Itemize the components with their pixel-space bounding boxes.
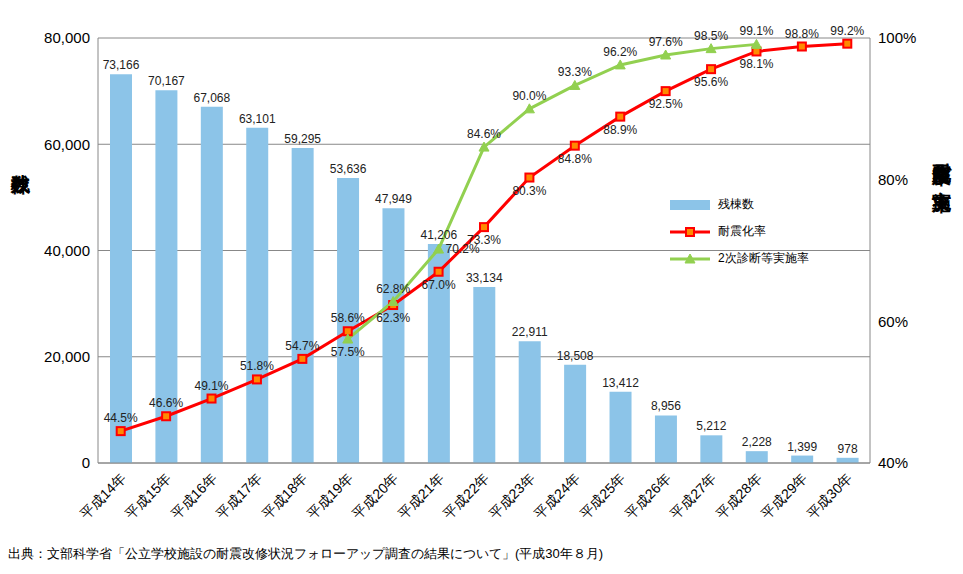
svg-text:51.8%: 51.8% bbox=[240, 359, 274, 373]
svg-text:60,000: 60,000 bbox=[44, 136, 90, 153]
svg-text:8,956: 8,956 bbox=[651, 399, 681, 413]
svg-text:90.0%: 90.0% bbox=[512, 89, 546, 103]
svg-text:57.5%: 57.5% bbox=[331, 345, 365, 359]
svg-text:20,000: 20,000 bbox=[44, 348, 90, 365]
svg-text:40%: 40% bbox=[878, 454, 908, 471]
svg-text:5,212: 5,212 bbox=[696, 419, 726, 433]
svg-text:59,295: 59,295 bbox=[284, 132, 321, 146]
svg-text:1,399: 1,399 bbox=[787, 440, 817, 454]
html-text:耐震化率及び実施率: 耐震化率及び実施率 bbox=[932, 148, 953, 179]
svg-text:平成16年: 平成16年 bbox=[168, 470, 220, 522]
svg-text:93.3%: 93.3% bbox=[558, 65, 592, 79]
svg-text:80%: 80% bbox=[878, 171, 908, 188]
svg-text:平成17年: 平成17年 bbox=[213, 470, 265, 522]
svg-text:47,949: 47,949 bbox=[375, 192, 412, 206]
svg-text:0: 0 bbox=[82, 454, 90, 471]
svg-text:98.5%: 98.5% bbox=[694, 29, 728, 43]
svg-text:平成24年: 平成24年 bbox=[531, 470, 583, 522]
html-text:2次診断等実施率: 2次診断等実施率 bbox=[718, 251, 809, 265]
svg-text:62.3%: 62.3% bbox=[376, 311, 410, 325]
svg-text:平成15年: 平成15年 bbox=[122, 470, 174, 522]
svg-text:96.2%: 96.2% bbox=[603, 45, 637, 59]
svg-text:18,508: 18,508 bbox=[557, 349, 594, 363]
svg-text:平成29年: 平成29年 bbox=[758, 470, 810, 522]
svg-text:92.5%: 92.5% bbox=[649, 97, 683, 111]
svg-text:60%: 60% bbox=[878, 313, 908, 330]
svg-text:41,206: 41,206 bbox=[421, 228, 458, 242]
svg-text:84.6%: 84.6% bbox=[467, 127, 501, 141]
svg-text:100%: 100% bbox=[878, 29, 916, 46]
svg-text:58.6%: 58.6% bbox=[331, 311, 365, 325]
svg-text:22,911: 22,911 bbox=[512, 325, 548, 339]
svg-text:95.6%: 95.6% bbox=[694, 75, 728, 89]
svg-text:88.9%: 88.9% bbox=[603, 123, 637, 137]
svg-text:80.3%: 80.3% bbox=[512, 184, 546, 198]
html-text:残棟数: 残棟数 bbox=[11, 158, 32, 161]
svg-text:33,134: 33,134 bbox=[466, 271, 503, 285]
svg-text:平成20年: 平成20年 bbox=[349, 470, 401, 522]
svg-text:平成22年: 平成22年 bbox=[440, 470, 492, 522]
svg-text:98.8%: 98.8% bbox=[785, 27, 819, 41]
svg-text:63,101: 63,101 bbox=[239, 112, 276, 126]
svg-text:73.3%: 73.3% bbox=[467, 233, 501, 248]
svg-text:67,068: 67,068 bbox=[193, 91, 230, 105]
svg-text:99.2%: 99.2% bbox=[830, 24, 864, 38]
svg-text:54.7%: 54.7% bbox=[285, 339, 319, 353]
svg-text:平成14年: 平成14年 bbox=[77, 470, 129, 522]
svg-text:97.6%: 97.6% bbox=[649, 35, 683, 49]
svg-text:73,166: 73,166 bbox=[103, 58, 140, 72]
svg-text:平成23年: 平成23年 bbox=[486, 470, 538, 522]
svg-text:平成26年: 平成26年 bbox=[622, 470, 674, 522]
svg-text:平成28年: 平成28年 bbox=[713, 470, 765, 522]
svg-text:平成25年: 平成25年 bbox=[576, 470, 628, 522]
svg-text:53,636: 53,636 bbox=[330, 162, 367, 176]
svg-text:44.5%: 44.5% bbox=[104, 411, 138, 425]
svg-text:平成21年: 平成21年 bbox=[395, 470, 447, 522]
svg-text:2,228: 2,228 bbox=[742, 435, 772, 449]
svg-text:40,000: 40,000 bbox=[44, 242, 90, 259]
html-text:出典：文部科学省「公立学校施設の耐震改修状況フォローアップ調: 出典：文部科学省「公立学校施設の耐震改修状況フォローアップ調査の結果について」(… bbox=[8, 546, 604, 561]
svg-text:平成27年: 平成27年 bbox=[667, 470, 719, 522]
svg-text:70,167: 70,167 bbox=[148, 74, 185, 88]
svg-text:平成18年: 平成18年 bbox=[258, 470, 310, 522]
svg-text:80,000: 80,000 bbox=[44, 29, 90, 46]
svg-text:99.1%: 99.1% bbox=[739, 24, 773, 38]
html-text:耐震化率: 耐震化率 bbox=[718, 224, 766, 238]
svg-text:62.8%: 62.8% bbox=[376, 282, 410, 296]
svg-text:49.1%: 49.1% bbox=[195, 379, 229, 393]
svg-text:46.6%: 46.6% bbox=[149, 396, 183, 410]
svg-text:70.2%: 70.2% bbox=[446, 242, 480, 256]
svg-text:98.1%: 98.1% bbox=[739, 57, 773, 71]
svg-text:13,412: 13,412 bbox=[602, 376, 639, 390]
svg-text:84.8%: 84.8% bbox=[558, 152, 592, 166]
svg-text:平成19年: 平成19年 bbox=[304, 470, 356, 522]
html-text:残棟数: 残棟数 bbox=[718, 197, 754, 211]
svg-text:67.0%: 67.0% bbox=[422, 278, 456, 292]
svg-text:平成30年: 平成30年 bbox=[803, 470, 855, 522]
svg-text:978: 978 bbox=[838, 442, 858, 456]
